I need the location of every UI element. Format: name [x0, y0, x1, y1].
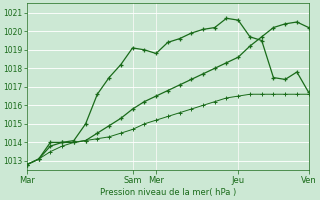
X-axis label: Pression niveau de la mer( hPa ): Pression niveau de la mer( hPa ) [100, 188, 236, 197]
